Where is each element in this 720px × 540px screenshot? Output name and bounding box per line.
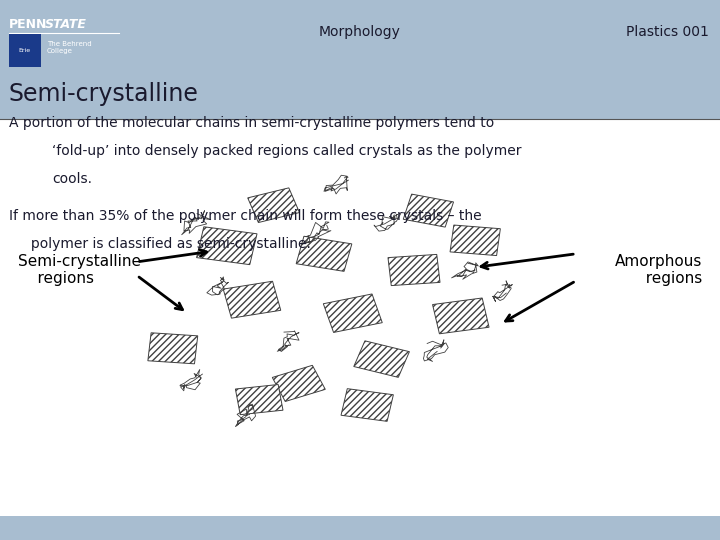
Text: regions: regions [18, 271, 94, 286]
Bar [248, 188, 300, 222]
Text: A portion of the molecular chains in semi-crystalline polymers tend to: A portion of the molecular chains in sem… [9, 116, 494, 130]
Bar [197, 227, 257, 265]
Bar [433, 298, 489, 334]
Text: Semi-crystalline: Semi-crystalline [9, 83, 199, 106]
Text: Erie: Erie [19, 48, 30, 53]
Bar [323, 294, 382, 333]
Text: Morphology: Morphology [319, 25, 401, 38]
Bar [354, 341, 410, 377]
Bar [0, 70, 720, 119]
Bar [148, 333, 198, 364]
Bar [235, 384, 283, 415]
Bar [450, 225, 500, 255]
Text: PENN: PENN [9, 18, 47, 31]
Text: Plastics 001: Plastics 001 [626, 25, 709, 38]
Bar [272, 366, 325, 401]
Text: Amorphous: Amorphous [615, 254, 702, 269]
Bar [223, 281, 281, 318]
Bar [403, 194, 454, 227]
Text: Semi-crystalline: Semi-crystalline [18, 254, 141, 269]
Text: cools.: cools. [52, 172, 92, 186]
Bar [0, 119, 720, 516]
Bar [0, 516, 720, 540]
Text: If more than 35% of the polymer chain will form these crystals – the: If more than 35% of the polymer chain wi… [9, 209, 481, 223]
Bar [388, 254, 440, 286]
Bar [0, 0, 720, 70]
Text: STATE: STATE [45, 18, 86, 31]
Text: polymer is classified as semi-crystalline.: polymer is classified as semi-crystallin… [9, 237, 310, 251]
Text: The Behrend
College: The Behrend College [47, 41, 91, 55]
Text: regions: regions [636, 271, 702, 286]
Bar [296, 236, 352, 272]
Text: ‘fold-up’ into densely packed regions called crystals as the polymer: ‘fold-up’ into densely packed regions ca… [52, 144, 521, 158]
FancyBboxPatch shape [9, 35, 41, 66]
Bar [341, 389, 393, 421]
